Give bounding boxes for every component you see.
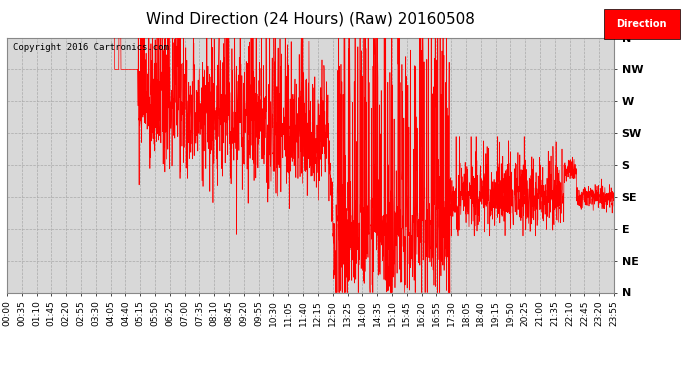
Text: Copyright 2016 Cartronics.com: Copyright 2016 Cartronics.com	[13, 43, 169, 52]
Text: Direction: Direction	[616, 20, 667, 29]
Text: Wind Direction (24 Hours) (Raw) 20160508: Wind Direction (24 Hours) (Raw) 20160508	[146, 11, 475, 26]
